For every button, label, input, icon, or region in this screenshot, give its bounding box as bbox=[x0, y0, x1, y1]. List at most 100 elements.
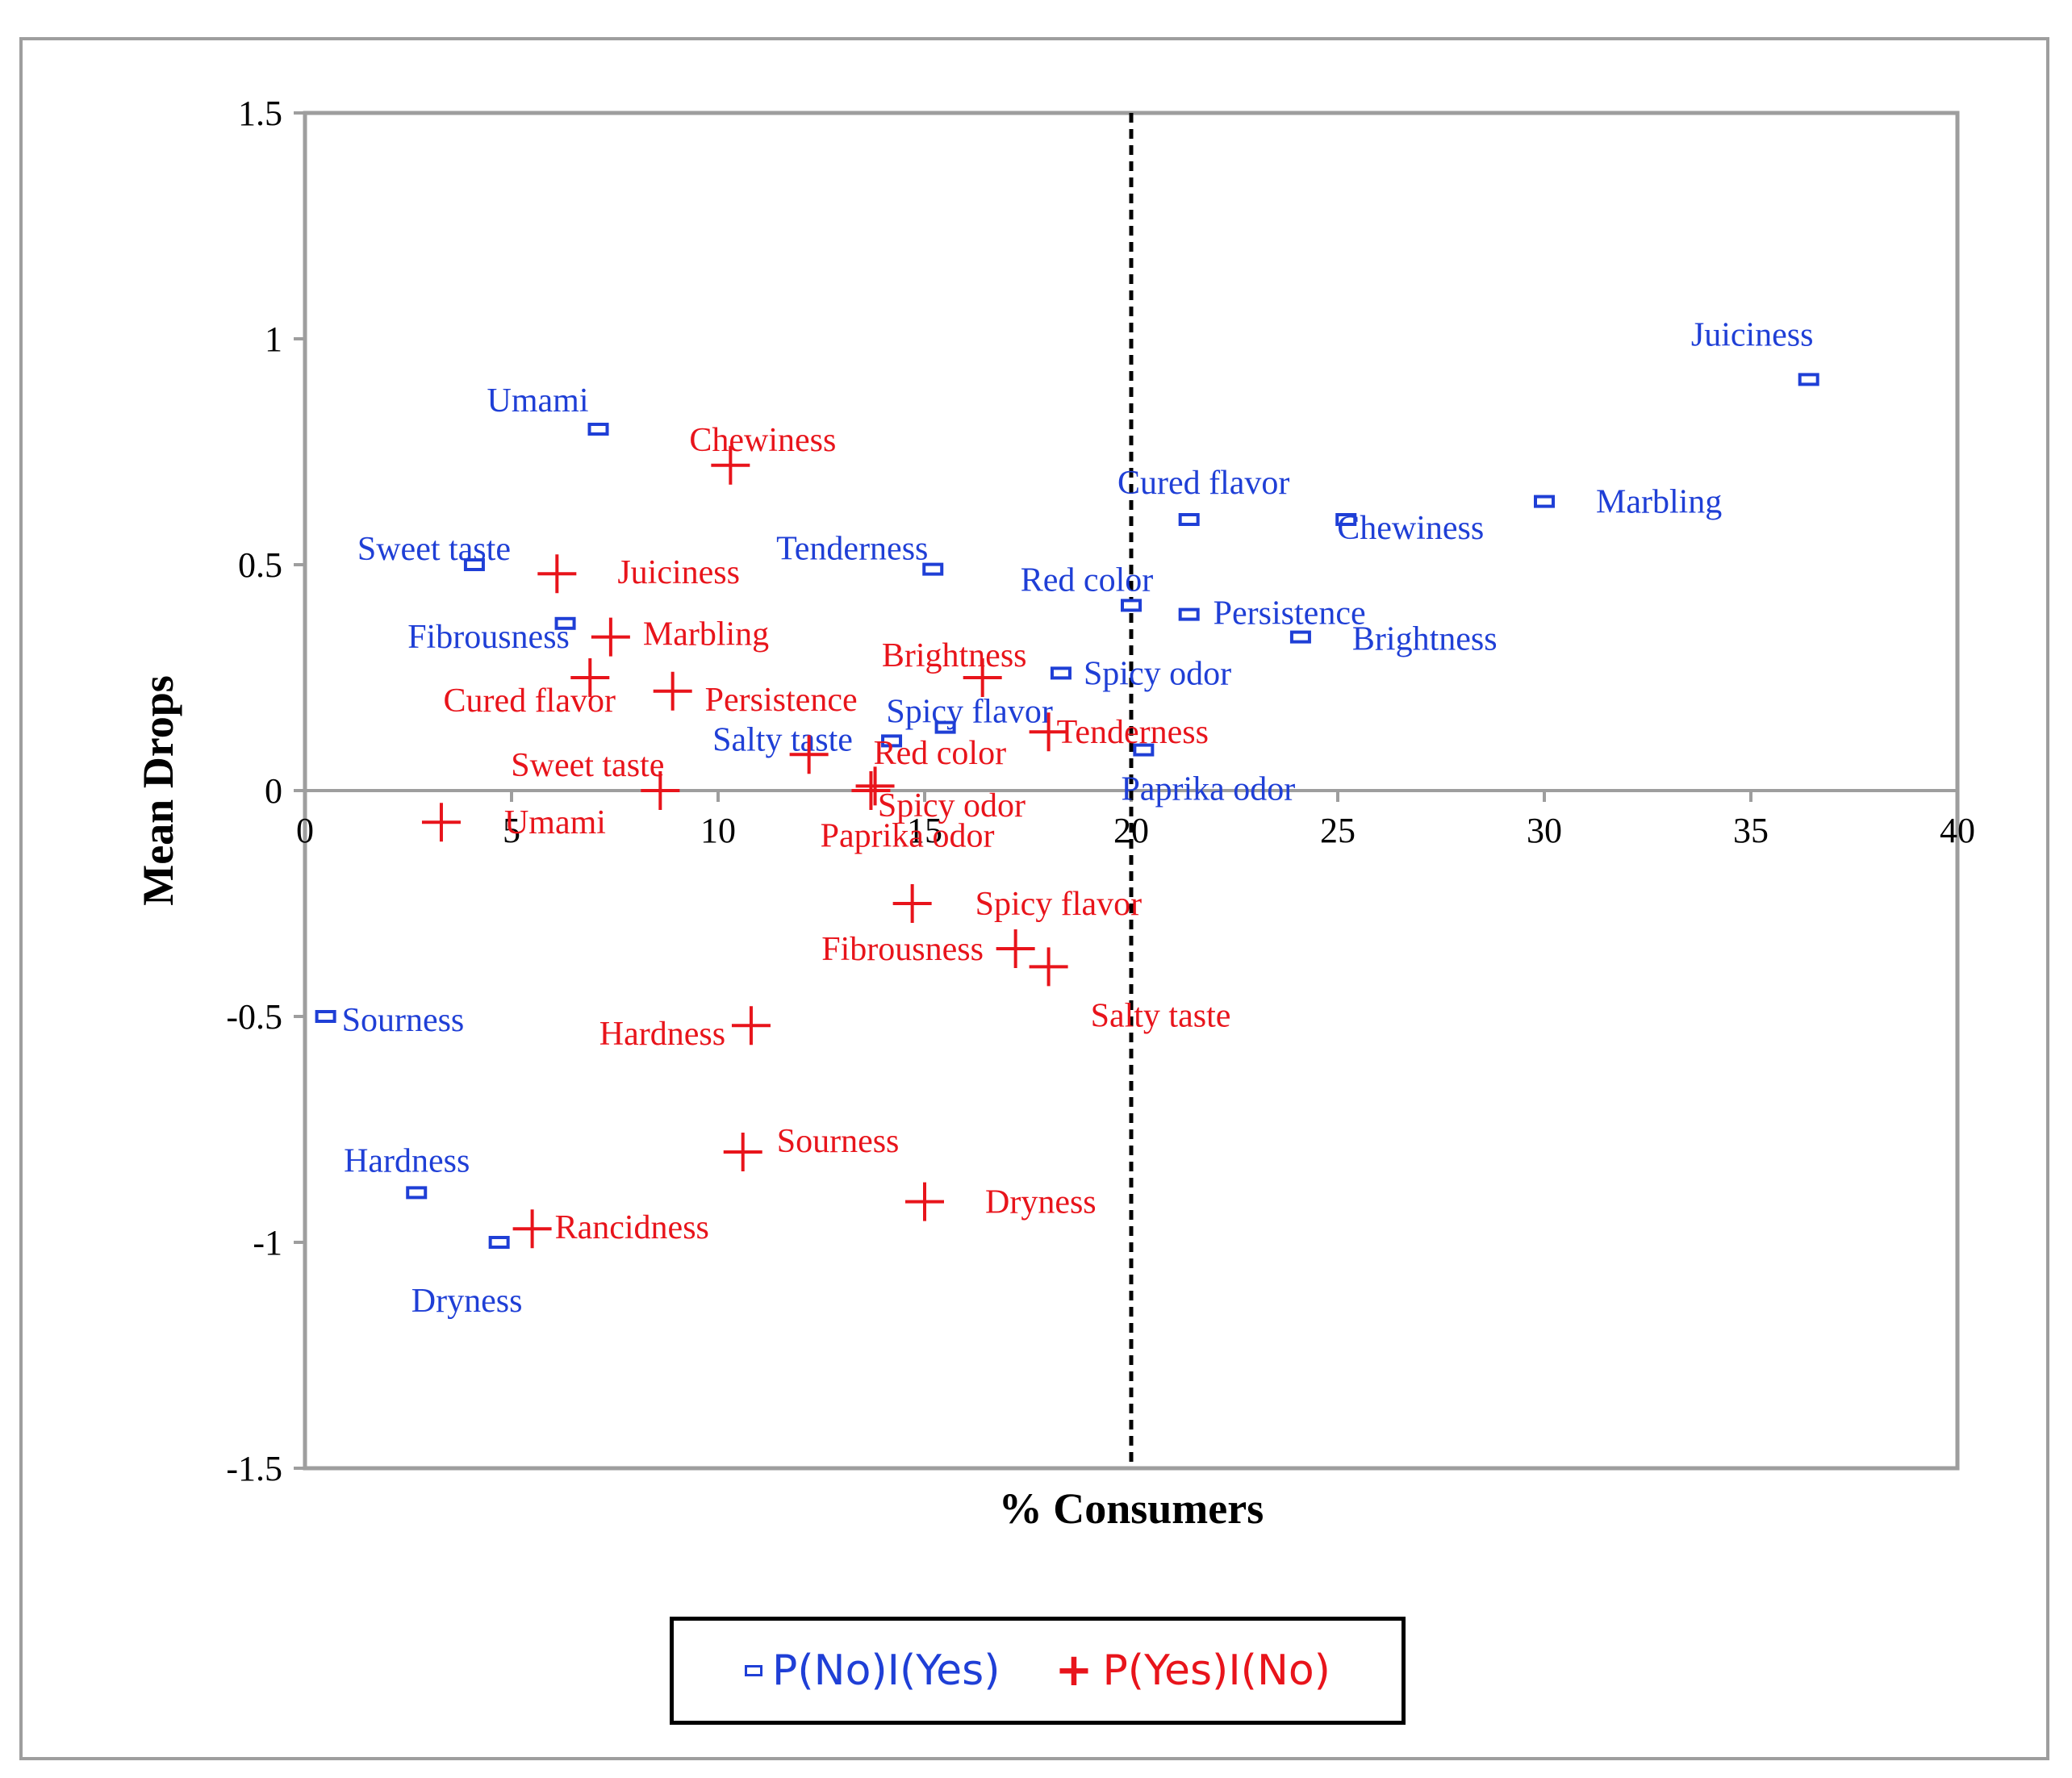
data-point-plus bbox=[892, 884, 932, 923]
data-point-label: Sweet taste bbox=[357, 531, 511, 568]
x-tick-label: 10 bbox=[700, 811, 736, 850]
data-point-plus bbox=[591, 617, 630, 657]
data-point-plus bbox=[723, 1133, 762, 1171]
y-axis-title: Mean Drops bbox=[134, 675, 182, 906]
data-point-rect bbox=[554, 616, 576, 630]
legend-label-no-yes: P(No)I(Yes) bbox=[772, 1647, 1000, 1695]
data-point-rect bbox=[1335, 513, 1357, 526]
data-point-label: Hardness bbox=[599, 1016, 725, 1053]
data-point-label: Marbling bbox=[1596, 484, 1722, 521]
chart-frame bbox=[19, 37, 2049, 1760]
x-axis-title: % Consumers bbox=[999, 1484, 1264, 1533]
data-point-rect bbox=[881, 734, 903, 748]
y-tick-label: 1 bbox=[265, 319, 282, 359]
x-tick-label: 40 bbox=[1940, 811, 1975, 850]
data-point-plus bbox=[731, 1006, 771, 1046]
legend-item-yes-no: + P(Yes)I(No) bbox=[1055, 1647, 1331, 1695]
data-point-rect bbox=[1289, 630, 1311, 644]
data-point-label: Sweet taste bbox=[511, 747, 664, 784]
y-tick-label: -0.5 bbox=[226, 997, 282, 1037]
data-point-plus bbox=[963, 658, 1002, 697]
data-point-label: Cured flavor bbox=[1117, 465, 1289, 502]
x-tick-label: 5 bbox=[503, 811, 520, 850]
data-point-rect bbox=[922, 562, 944, 576]
data-point-plus bbox=[421, 803, 461, 842]
plus-marker-icon: + bbox=[1055, 1644, 1093, 1697]
series-yes-no: Chewiness Juiciness Marbling Cured flavor Pe… bbox=[421, 422, 1231, 1249]
x-tick-label: 0 bbox=[296, 811, 314, 850]
data-point-label: Salty taste bbox=[712, 721, 853, 758]
legend: P(No)I(Yes) + P(Yes)I(No) bbox=[670, 1617, 1406, 1725]
data-point-label: Chewiness bbox=[689, 422, 836, 459]
data-point-plus bbox=[570, 658, 610, 697]
data-point-label: Fibrousness bbox=[821, 931, 984, 968]
data-point-label: Dryness bbox=[985, 1184, 1097, 1221]
data-point-label: Juiciness bbox=[1691, 316, 1814, 353]
data-point-rect bbox=[1121, 599, 1142, 612]
data-point-label: Dryness bbox=[411, 1283, 523, 1320]
data-point-rect bbox=[1133, 743, 1155, 757]
data-point-label: Spicy flavor bbox=[975, 886, 1142, 923]
data-point-label: Hardness bbox=[344, 1142, 470, 1179]
data-point-plus bbox=[537, 554, 577, 594]
data-point-rect bbox=[315, 1010, 336, 1023]
y-tick-label: 0.5 bbox=[238, 545, 282, 585]
data-point-label: Brightness bbox=[1352, 621, 1498, 658]
data-point-plus bbox=[851, 771, 891, 810]
data-point-plus bbox=[789, 735, 829, 774]
data-point-label: Sourness bbox=[342, 1002, 465, 1039]
data-point-plus bbox=[512, 1209, 552, 1249]
data-point-label: Red color bbox=[1021, 561, 1153, 599]
data-point-label: Salty taste bbox=[1091, 997, 1231, 1034]
y-tick-label: -1.5 bbox=[226, 1449, 282, 1488]
data-point-label: Red color bbox=[874, 735, 1006, 772]
data-point-label: Paprika odor bbox=[821, 817, 995, 854]
data-point-label: Rancidness bbox=[555, 1209, 709, 1246]
x-tick-label: 35 bbox=[1733, 811, 1769, 850]
data-points: Juiciness Umami Cured flavor Marbling Chewin… bbox=[315, 316, 1819, 1320]
data-point-plus bbox=[1029, 947, 1068, 987]
rect-marker-icon bbox=[745, 1665, 763, 1676]
data-point-rect bbox=[587, 423, 609, 436]
data-point-label: Chewiness bbox=[1337, 510, 1484, 547]
data-point-rect bbox=[1178, 607, 1200, 621]
data-point-plus bbox=[711, 445, 750, 485]
data-point-label: Tenderness bbox=[776, 531, 928, 568]
data-point-rect bbox=[463, 558, 485, 571]
data-point-plus bbox=[996, 929, 1035, 968]
data-point-plus bbox=[855, 766, 895, 806]
axes: 0 5 10 15 20 25 30 35 401.510.50-0.5-1-1.5 bbox=[226, 94, 1975, 1488]
x-tick-label: 15 bbox=[907, 811, 942, 850]
legend-item-no-yes: P(No)I(Yes) bbox=[745, 1647, 1000, 1695]
data-point-label: Spicy odor bbox=[878, 787, 1026, 824]
data-point-label: Persistence bbox=[705, 682, 858, 719]
data-point-label: Umami bbox=[487, 382, 589, 419]
data-point-label: Brightness bbox=[882, 637, 1027, 674]
data-point-plus bbox=[641, 771, 680, 810]
data-point-label: Paprika odor bbox=[1121, 771, 1295, 808]
data-point-rect bbox=[488, 1236, 510, 1249]
series-no-yes: Juiciness Umami Cured flavor Marbling Chewin… bbox=[315, 316, 1819, 1320]
data-point-label: Cured flavor bbox=[444, 682, 616, 720]
data-point-plus bbox=[905, 1182, 944, 1221]
legend-label-yes-no: P(Yes)I(No) bbox=[1102, 1647, 1331, 1695]
data-point-plus bbox=[653, 671, 692, 711]
data-point-label: Juiciness bbox=[617, 554, 740, 591]
y-tick-label: 0 bbox=[265, 771, 282, 811]
data-point-rect bbox=[1534, 495, 1555, 508]
data-point-label: Sourness bbox=[777, 1123, 900, 1160]
data-point-label: Spicy odor bbox=[1084, 655, 1231, 692]
x-tick-label: 30 bbox=[1527, 811, 1562, 850]
data-point-plus bbox=[1029, 712, 1068, 752]
x-tick-label: 25 bbox=[1320, 811, 1356, 850]
data-point-label: Fibrousness bbox=[407, 619, 570, 656]
data-point-rect bbox=[1050, 666, 1072, 680]
data-point-label: Spicy flavor bbox=[886, 694, 1052, 731]
data-point-rect bbox=[934, 720, 956, 734]
data-point-label: Tenderness bbox=[1057, 714, 1209, 751]
y-tick-label: 1.5 bbox=[238, 94, 282, 133]
data-point-rect bbox=[1798, 373, 1819, 386]
data-point-rect bbox=[406, 1186, 428, 1200]
y-tick-label: -1 bbox=[253, 1223, 282, 1263]
